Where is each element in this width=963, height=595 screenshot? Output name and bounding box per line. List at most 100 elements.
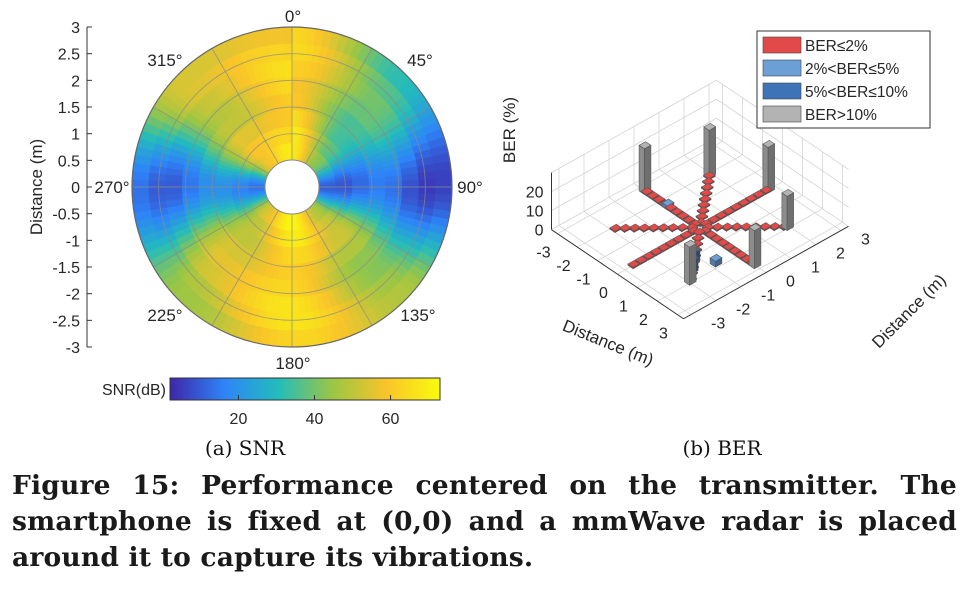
ber-bar-low [627, 260, 641, 270]
snr-cell [234, 164, 252, 174]
snr-cell [350, 100, 367, 118]
snr-cell [372, 229, 391, 243]
snr-cell [325, 289, 339, 309]
snr-cell [273, 145, 283, 163]
snr-cell [170, 101, 190, 119]
ber-x-tick: 1 [619, 299, 628, 316]
snr-cell [342, 262, 358, 281]
snr-cell [336, 284, 351, 304]
snr-cell [318, 177, 336, 183]
snr-cell [346, 259, 363, 277]
snr-cell [216, 275, 233, 295]
snr-cell [198, 171, 217, 180]
snr-cell [261, 224, 273, 242]
snr-cell [257, 157, 273, 171]
subcaption-a: (a) SNR [205, 436, 286, 460]
snr-cell [267, 112, 277, 130]
snr-cell [407, 127, 427, 143]
snr-cell [307, 226, 317, 244]
snr-cell [199, 162, 218, 172]
legend-swatch [762, 36, 802, 54]
ber-x-tick: 2 [639, 312, 648, 329]
snr-cell [244, 214, 260, 228]
snr-cell [316, 168, 334, 178]
snr-y-tick: 3 [71, 20, 80, 37]
snr-cell [340, 219, 358, 233]
snr-cell [225, 36, 242, 57]
snr-cell [145, 244, 165, 261]
snr-cell [298, 144, 306, 162]
snr-cell [314, 62, 326, 81]
snr-cell [304, 245, 313, 263]
snr-cell [389, 231, 409, 246]
snr-cell [248, 141, 263, 157]
snr-cell [198, 121, 217, 137]
snr-cell [167, 249, 187, 266]
snr-cell [325, 272, 338, 291]
ber-bar-low [707, 215, 721, 225]
snr-cell [346, 76, 362, 95]
snr-y-tick: -2.5 [52, 313, 80, 330]
snr-cell [225, 317, 242, 338]
snr-cell [260, 154, 275, 169]
snr-cell [341, 73, 357, 92]
snr-cell [331, 162, 349, 172]
snr-cell [233, 198, 251, 207]
snr-y-tick: 0 [71, 180, 80, 197]
ber-grid-line [708, 141, 842, 231]
snr-cell [262, 259, 273, 278]
snr-cell [279, 246, 287, 264]
snr-cell [252, 291, 265, 311]
snr-cell [306, 208, 319, 225]
snr-angle-label: 90° [457, 178, 483, 197]
snr-cell [338, 265, 353, 284]
snr-cell [279, 229, 286, 248]
snr-cell [284, 213, 290, 231]
snr-cell [235, 202, 253, 212]
snr-cell [213, 104, 230, 122]
snr-cell [215, 170, 234, 178]
ber-bar-high [762, 139, 776, 194]
snr-cell [434, 169, 452, 181]
snr-cell [305, 129, 315, 147]
snr-cell [216, 79, 233, 99]
snr-cell [365, 70, 384, 89]
ber-bars [609, 122, 795, 286]
snr-cell [294, 246, 301, 265]
snr-cell [284, 59, 293, 78]
snr-cell [259, 204, 274, 219]
snr-cell [373, 101, 392, 119]
snr-cell [231, 265, 246, 284]
snr-cell [317, 220, 331, 237]
snr-cell [296, 213, 302, 231]
snr-cell [330, 159, 348, 170]
snr-cell [291, 43, 301, 61]
snr-cell [231, 193, 250, 200]
snr-cell [190, 224, 209, 238]
snr-cell [307, 207, 320, 223]
snr-cell [239, 231, 255, 248]
snr-cell [267, 226, 277, 244]
snr-cell [346, 97, 363, 115]
snr-cell [369, 96, 388, 114]
snr-cell [418, 178, 436, 188]
snr-cell [139, 128, 159, 144]
snr-cell [160, 121, 180, 137]
ber-bar-low [652, 195, 666, 205]
snr-cell [387, 122, 406, 138]
snr-cell [271, 146, 282, 164]
snr-cell [313, 241, 324, 260]
snr-cell [226, 141, 244, 155]
snr-cell [305, 227, 315, 245]
snr-cell [356, 83, 373, 102]
snr-cell [246, 235, 260, 253]
snr-cell [233, 70, 248, 90]
snr-cell [334, 267, 348, 286]
snr-cell [428, 223, 448, 238]
snr-cell [305, 209, 317, 226]
snr-y-tick: -1.5 [52, 260, 80, 277]
snr-cell [334, 193, 353, 200]
snr-cell [300, 229, 309, 247]
snr-cell [161, 270, 182, 289]
